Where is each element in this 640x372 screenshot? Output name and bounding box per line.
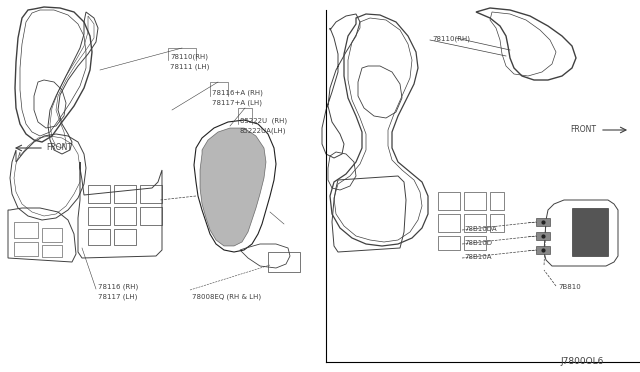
Polygon shape xyxy=(200,128,266,246)
Bar xyxy=(438,236,460,250)
Text: 78B10DA: 78B10DA xyxy=(464,226,497,232)
Text: 78116 (RH): 78116 (RH) xyxy=(98,284,138,291)
Bar xyxy=(14,242,38,256)
Bar xyxy=(140,185,162,203)
Bar xyxy=(464,236,486,250)
Text: FRONT: FRONT xyxy=(570,125,596,135)
Bar xyxy=(42,228,62,242)
Bar xyxy=(438,192,460,210)
Text: 78B10A: 78B10A xyxy=(464,254,492,260)
Bar xyxy=(572,208,608,256)
Bar xyxy=(464,192,486,210)
Bar xyxy=(88,207,110,225)
Text: J7800OL6: J7800OL6 xyxy=(560,357,604,366)
Text: 78117 (LH): 78117 (LH) xyxy=(98,294,138,301)
Text: 85222UA(LH): 85222UA(LH) xyxy=(240,128,287,135)
Bar xyxy=(114,207,136,225)
Bar xyxy=(464,214,486,232)
Bar xyxy=(88,185,110,203)
Bar xyxy=(14,222,38,238)
Bar xyxy=(114,229,136,245)
Text: 7B810: 7B810 xyxy=(558,284,580,290)
Text: FRONT: FRONT xyxy=(46,144,72,153)
Bar xyxy=(490,214,504,232)
Text: 78111 (LH): 78111 (LH) xyxy=(170,64,209,71)
Text: 78117+A (LH): 78117+A (LH) xyxy=(212,100,262,106)
Text: 85222U  (RH): 85222U (RH) xyxy=(240,118,287,125)
Bar xyxy=(536,218,550,226)
Text: 78B10D: 78B10D xyxy=(464,240,492,246)
Bar xyxy=(268,252,300,272)
Bar xyxy=(42,245,62,257)
Bar xyxy=(140,207,162,225)
Bar xyxy=(114,185,136,203)
Text: 78110(RH): 78110(RH) xyxy=(432,36,470,42)
Text: 78008EQ (RH & LH): 78008EQ (RH & LH) xyxy=(192,294,261,301)
Text: 78116+A (RH): 78116+A (RH) xyxy=(212,90,263,96)
Bar xyxy=(536,232,550,240)
Bar xyxy=(88,229,110,245)
Bar xyxy=(490,192,504,210)
Bar xyxy=(536,246,550,254)
Text: 78110(RH): 78110(RH) xyxy=(170,54,208,61)
Bar xyxy=(438,214,460,232)
